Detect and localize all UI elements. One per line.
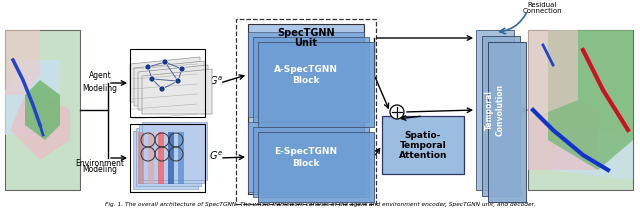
Polygon shape — [548, 120, 633, 180]
Circle shape — [162, 59, 168, 65]
Circle shape — [145, 64, 151, 70]
Text: Agent: Agent — [88, 71, 111, 80]
Bar — [258, 42, 374, 127]
Bar — [248, 32, 364, 117]
Polygon shape — [5, 30, 40, 95]
Bar — [528, 30, 633, 190]
Polygon shape — [130, 57, 200, 102]
Circle shape — [390, 105, 404, 119]
Bar — [248, 122, 364, 192]
Polygon shape — [5, 60, 60, 135]
Text: Spatio-: Spatio- — [405, 131, 441, 139]
Text: Environment: Environment — [76, 159, 125, 168]
Text: Modeling: Modeling — [83, 84, 118, 93]
Text: Modeling: Modeling — [83, 165, 118, 174]
Polygon shape — [548, 30, 633, 170]
Bar — [253, 127, 369, 197]
Bar — [258, 132, 374, 202]
Bar — [133, 131, 198, 189]
Circle shape — [159, 86, 165, 92]
Polygon shape — [134, 61, 204, 106]
Bar — [136, 128, 201, 186]
Bar — [130, 124, 205, 192]
Circle shape — [179, 66, 185, 72]
Bar — [168, 132, 174, 184]
Bar — [236, 19, 376, 204]
Bar — [382, 116, 464, 174]
Polygon shape — [528, 100, 598, 170]
Bar — [148, 132, 154, 184]
Text: Unit: Unit — [294, 38, 317, 48]
Bar — [253, 37, 369, 122]
Bar — [158, 132, 164, 184]
Text: Fig. 1. The overall architecture of SpecTGNN. The whole framework consists of th: Fig. 1. The overall architecture of Spec… — [105, 202, 535, 207]
Bar — [142, 122, 207, 180]
Polygon shape — [528, 30, 578, 120]
Bar — [5, 30, 80, 190]
Text: $G^a$: $G^a$ — [209, 75, 223, 87]
Polygon shape — [138, 65, 208, 110]
Text: A-SpecTGNN: A-SpecTGNN — [274, 65, 338, 74]
Bar — [130, 49, 205, 117]
Polygon shape — [25, 80, 60, 140]
Circle shape — [175, 78, 181, 84]
Bar — [482, 36, 520, 196]
Text: $G^e$: $G^e$ — [209, 150, 223, 162]
Text: Connection: Connection — [522, 8, 562, 14]
Text: SpecTGNN: SpecTGNN — [277, 28, 335, 38]
Bar — [248, 24, 364, 194]
Polygon shape — [142, 69, 212, 114]
Bar — [488, 42, 526, 202]
Bar — [476, 30, 514, 190]
Text: Temporal: Temporal — [399, 141, 446, 149]
Bar — [528, 30, 633, 190]
Text: Residual: Residual — [527, 2, 557, 8]
Circle shape — [149, 76, 155, 82]
Bar — [178, 132, 184, 184]
Bar — [5, 30, 80, 190]
Bar — [138, 132, 144, 184]
Text: E-SpecTGNN: E-SpecTGNN — [275, 148, 337, 156]
Text: Block: Block — [292, 159, 320, 167]
Text: Block: Block — [292, 76, 320, 85]
Text: Temporal
Convolution: Temporal Convolution — [485, 84, 505, 136]
Polygon shape — [10, 95, 70, 160]
Bar — [139, 125, 204, 183]
Text: Attention: Attention — [399, 151, 447, 159]
